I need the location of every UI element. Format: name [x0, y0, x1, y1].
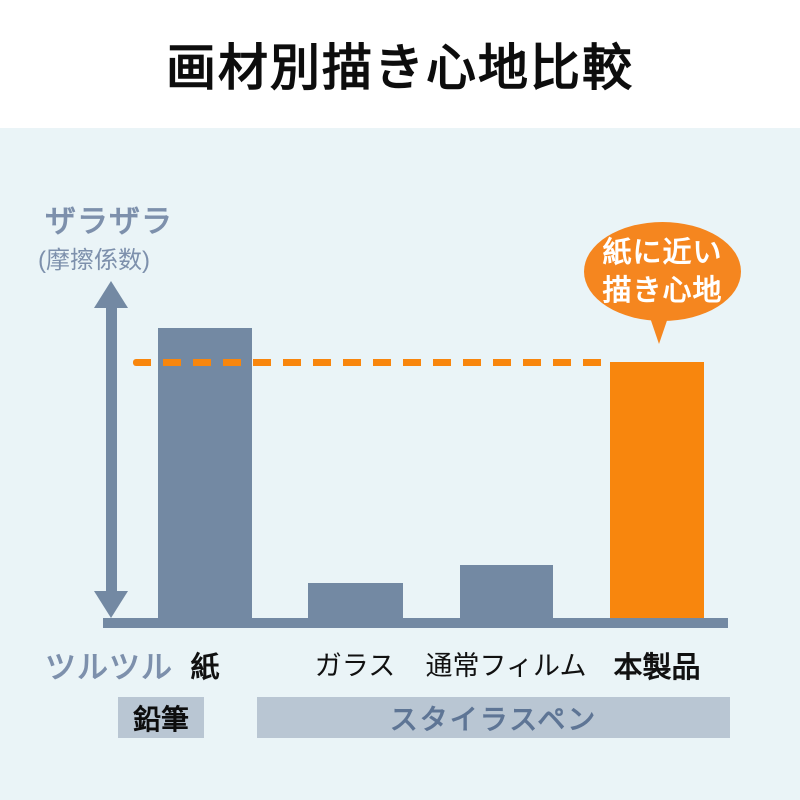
bar-this-product: [610, 362, 704, 618]
category-label-paper: 紙: [190, 652, 220, 684]
category-label-this-product: 本製品: [613, 652, 701, 684]
y-axis-low-label: ツルツル: [45, 650, 173, 685]
y-axis-unit-label: (摩擦係数): [38, 247, 150, 274]
callout-bubble: 紙に近い 描き心地: [584, 222, 741, 321]
y-axis-arrow-shaft: [106, 303, 117, 597]
header: 画材別描き心地比較: [0, 0, 800, 128]
group-label-stylus-pen: スタイラスペン: [257, 697, 730, 738]
y-axis-high-label: ザラザラ: [45, 204, 173, 239]
category-label-glass: ガラス: [314, 651, 396, 681]
arrow-down-icon: [94, 591, 128, 618]
callout-line2: 描き心地: [602, 274, 723, 307]
bar-paper: [158, 328, 252, 618]
group-label-pencil: 鉛筆: [118, 697, 204, 738]
bar-glass: [308, 583, 403, 618]
callout-text: 紙に近い 描き心地: [602, 234, 722, 310]
category-label-normal-film: 通常フィルム: [425, 651, 587, 681]
page-title: 画材別描き心地比較: [166, 40, 634, 96]
callout-line1: 紙に近い: [602, 236, 723, 269]
bar-normal-film: [460, 565, 553, 618]
x-axis-line: [103, 618, 728, 628]
reference-dashed-line: [133, 359, 612, 366]
arrow-up-icon: [94, 281, 128, 308]
